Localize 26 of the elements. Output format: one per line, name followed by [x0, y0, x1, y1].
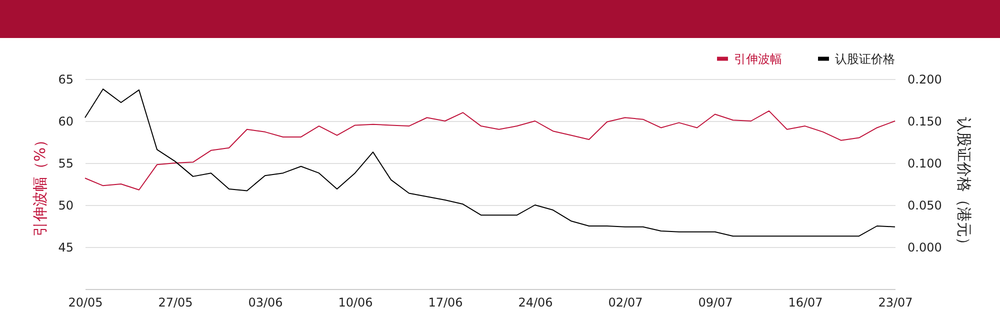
x-tick-label: 24/06	[518, 296, 553, 310]
x-tick-label: 17/06	[428, 296, 463, 310]
y-tick-label: 55	[58, 156, 74, 170]
y2-tick-label: 0.100	[908, 156, 942, 170]
y-tick-label: 45	[58, 240, 74, 254]
x-tick-label: 03/06	[248, 296, 283, 310]
x-tick-label: 16/07	[788, 296, 823, 310]
y2-tick-label: 0.050	[908, 198, 942, 212]
line-series	[84, 88, 896, 237]
y-tick-label: 65	[58, 72, 74, 86]
y2-tick-label: 0.150	[908, 114, 942, 128]
y2-tick-label: 0.000	[908, 240, 942, 254]
line-series	[84, 110, 896, 190]
y2-tick-label: 0.200	[908, 72, 942, 86]
x-tick-label: 23/07	[878, 296, 913, 310]
y2-axis-title: 认股证价格（港元）	[954, 117, 973, 252]
x-tick-label: 09/07	[698, 296, 733, 310]
x-tick-label: 27/05	[158, 296, 193, 310]
x-tick-label: 10/06	[338, 296, 373, 310]
y-axis-title: 引伸波幅（%）	[31, 132, 50, 237]
legend-label: 引伸波幅	[734, 52, 782, 66]
x-tick-label: 02/07	[608, 296, 643, 310]
legend-label: 认股证价格	[835, 52, 895, 66]
y-tick-label: 60	[58, 114, 74, 128]
x-tick-label: 20/05	[68, 296, 103, 310]
y-tick-label: 50	[58, 198, 74, 212]
